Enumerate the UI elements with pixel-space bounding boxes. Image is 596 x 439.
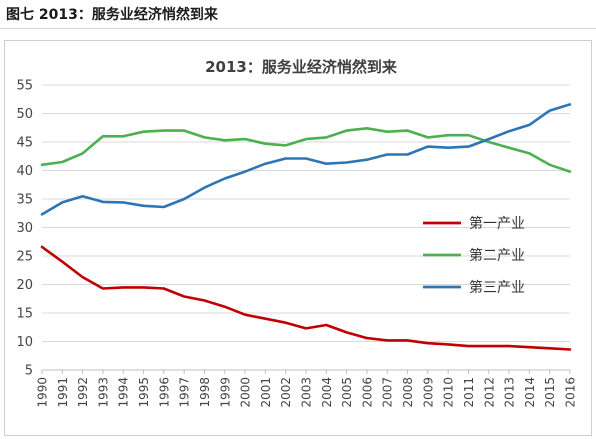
x-tick-label: 1994 — [117, 377, 131, 408]
y-tick-label: 10 — [16, 335, 33, 350]
y-tick-label: 25 — [16, 250, 33, 265]
legend-label-2: 第二产业 — [469, 247, 525, 264]
x-tick-label: 1998 — [198, 377, 212, 408]
x-tick-label: 2009 — [421, 377, 435, 408]
series-line-1 — [40, 245, 572, 351]
chart-title: 2013：服务业经济悄然到来 — [205, 58, 398, 76]
x-tick-label: 2003 — [300, 377, 314, 408]
y-tick-label: 5 — [25, 364, 33, 379]
x-axis: 1990 1991 1992 1993 1994 1995 1996 1997 1998 1999… — [36, 369, 578, 408]
y-tick-label: 45 — [16, 136, 33, 151]
x-tick-label: 2008 — [401, 377, 415, 408]
x-tick-label: 2005 — [340, 377, 354, 408]
line-chart: 2013：服务业经济悄然到来 5 10 15 20 25 30 35 40 45 50 55 199… — [16, 58, 578, 408]
series-lines — [40, 103, 572, 351]
x-tick-label: 2006 — [360, 377, 374, 408]
x-tick-label: 2011 — [462, 377, 476, 408]
x-tick-label: 2016 — [564, 377, 578, 408]
x-tick-label: 1997 — [178, 377, 192, 408]
x-tick-label: 1995 — [137, 377, 151, 408]
x-tick-label: 2010 — [442, 377, 456, 408]
y-tick-label: 20 — [16, 278, 33, 293]
x-tick-label: 2012 — [482, 377, 496, 408]
y-axis: 5 10 15 20 25 30 35 40 45 50 55 — [16, 79, 33, 379]
x-tick-label: 2014 — [523, 377, 537, 408]
x-tick-label: 1992 — [76, 377, 90, 408]
legend-label-3: 第三产业 — [469, 279, 525, 296]
y-tick-label: 55 — [16, 79, 33, 94]
x-tick-label: 2001 — [259, 377, 273, 408]
x-tick-label: 1990 — [36, 377, 50, 408]
x-tick-label: 1991 — [56, 377, 70, 408]
x-tick-label: 2007 — [381, 377, 395, 408]
y-tick-label: 40 — [16, 164, 33, 179]
header-divider — [0, 28, 596, 29]
gridlines — [42, 84, 570, 371]
x-tick-label: 1996 — [157, 377, 171, 408]
y-tick-label: 15 — [16, 307, 33, 322]
legend-label-1: 第一产业 — [469, 215, 525, 232]
series-line-3 — [40, 103, 572, 216]
x-tick-label: 1999 — [218, 377, 232, 408]
x-tick-label: 1993 — [96, 377, 110, 408]
x-tick-label: 2004 — [320, 377, 334, 408]
x-tick-label: 2000 — [239, 377, 253, 408]
x-tick-label: 2002 — [279, 377, 293, 408]
y-tick-label: 35 — [16, 193, 33, 208]
chart-frame: 2013：服务业经济悄然到来 5 10 15 20 25 30 35 40 45 50 55 199… — [4, 40, 592, 436]
x-tick-label: 2013 — [503, 377, 517, 408]
series-line-2 — [40, 127, 572, 173]
page-caption: 图七 2013：服务业经济悄然到来 — [6, 7, 218, 23]
x-tick-label: 2015 — [543, 377, 557, 408]
y-tick-label: 30 — [16, 221, 33, 236]
y-tick-label: 50 — [16, 107, 33, 122]
